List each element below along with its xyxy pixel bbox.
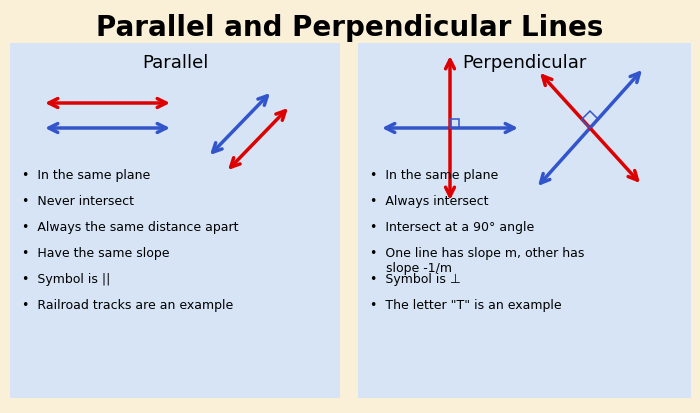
Text: •  In the same plane: • In the same plane bbox=[22, 169, 150, 182]
Text: •  Never intersect: • Never intersect bbox=[22, 195, 134, 207]
Text: •  Always the same distance apart: • Always the same distance apart bbox=[22, 221, 239, 233]
Text: Parallel and Perpendicular Lines: Parallel and Perpendicular Lines bbox=[97, 14, 603, 42]
Text: •  One line has slope m, other has
    slope -1/m: • One line has slope m, other has slope … bbox=[370, 247, 584, 274]
Bar bbox=[10, 44, 340, 398]
Bar bbox=[358, 44, 691, 398]
Text: •  In the same plane: • In the same plane bbox=[370, 169, 498, 182]
Text: •  Symbol is ||: • Symbol is || bbox=[22, 272, 111, 285]
Bar bbox=[450, 120, 459, 129]
Text: •  The letter "T" is an example: • The letter "T" is an example bbox=[370, 298, 561, 311]
Text: Perpendicular: Perpendicular bbox=[462, 54, 587, 72]
Text: •  Railroad tracks are an example: • Railroad tracks are an example bbox=[22, 298, 233, 311]
Text: •  Always intersect: • Always intersect bbox=[370, 195, 489, 207]
Text: •  Symbol is ⊥: • Symbol is ⊥ bbox=[370, 272, 461, 285]
Text: •  Have the same slope: • Have the same slope bbox=[22, 247, 169, 259]
Text: Parallel: Parallel bbox=[142, 54, 208, 72]
Text: •  Intersect at a 90° angle: • Intersect at a 90° angle bbox=[370, 221, 534, 233]
